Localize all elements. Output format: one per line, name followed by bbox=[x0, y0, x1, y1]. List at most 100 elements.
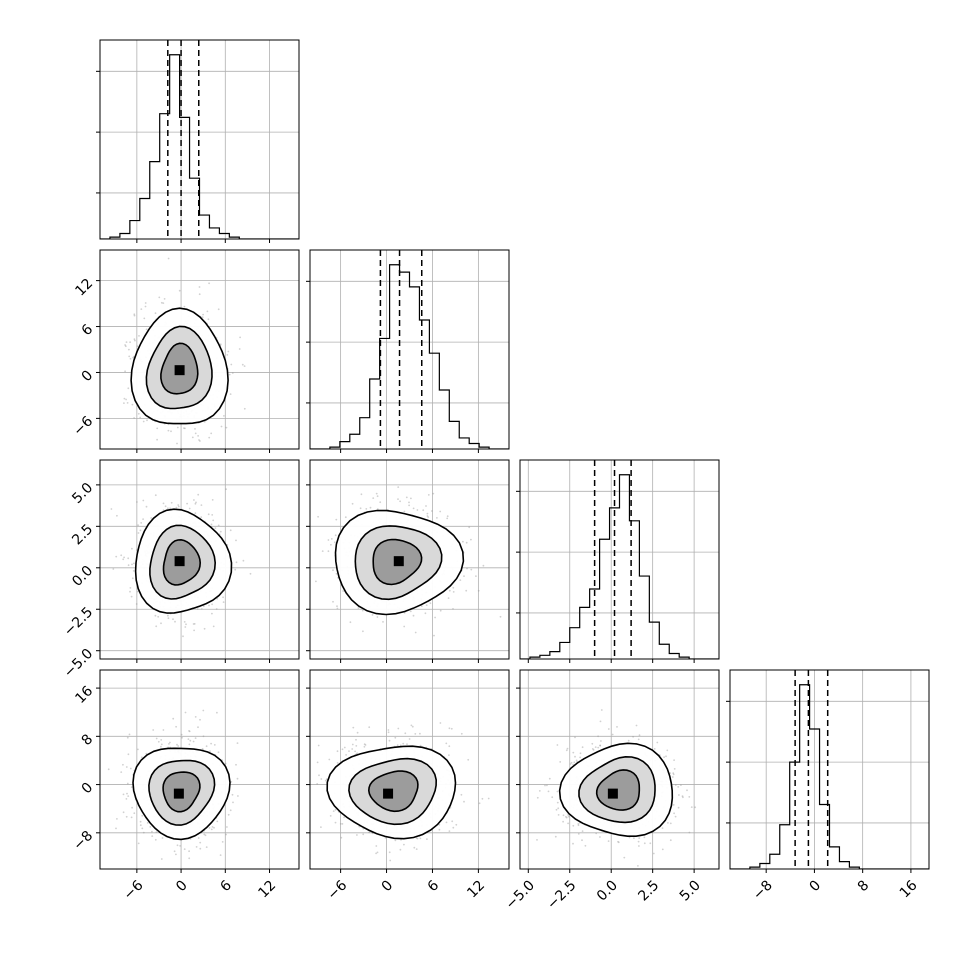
scatter-3-1-point bbox=[451, 728, 453, 730]
scatter-3-0-point bbox=[232, 802, 234, 804]
scatter-1-0-point bbox=[134, 338, 136, 340]
scatter-3-1-point bbox=[375, 845, 377, 847]
scatter-3-0-point bbox=[199, 848, 201, 850]
scatter-1-0-point bbox=[158, 297, 160, 299]
scatter-2-0-point bbox=[132, 577, 134, 579]
scatter-2-1-point bbox=[466, 568, 468, 570]
scatter-3-0-point bbox=[163, 729, 165, 731]
scatter-3-0-point bbox=[226, 826, 228, 828]
scatter-3-0-point bbox=[115, 828, 117, 830]
scatter-3-0-point bbox=[155, 839, 157, 841]
scatter-2-0-point bbox=[131, 596, 133, 598]
scatter-3-1-point bbox=[330, 815, 332, 817]
scatter-2-1-point bbox=[408, 502, 410, 504]
scatter-1-0-point bbox=[123, 402, 125, 404]
scatter-1-0-point bbox=[126, 341, 128, 343]
scatter-1-0-point bbox=[130, 358, 132, 360]
scatter-1-0-point bbox=[127, 402, 129, 404]
scatter-3-0-point bbox=[126, 766, 128, 768]
scatter-2-0-point bbox=[167, 615, 169, 617]
scatter-2-0-point bbox=[140, 530, 142, 532]
scatter-1-0-point bbox=[226, 354, 228, 356]
scatter-1-0-point bbox=[140, 308, 142, 310]
scatter-3-1-point bbox=[342, 823, 344, 825]
scatter-3-2-point bbox=[662, 849, 664, 851]
scatter-3-0-point bbox=[188, 857, 190, 859]
scatter-3-1-point bbox=[445, 743, 447, 745]
scatter-2-1-point bbox=[358, 607, 360, 609]
scatter-3-1-point bbox=[343, 817, 345, 819]
scatter-3-0-point bbox=[213, 827, 215, 829]
scatter-3-0-point bbox=[161, 858, 163, 860]
scatter-2-1-point bbox=[360, 507, 362, 509]
scatter-3-0-point bbox=[149, 826, 151, 828]
scatter-1-0-point bbox=[146, 419, 148, 421]
scatter-2-1-point bbox=[362, 610, 364, 612]
scatter-1-0-point bbox=[177, 427, 179, 429]
scatter-2-1-point bbox=[370, 507, 372, 509]
scatter-3-1-point bbox=[389, 851, 391, 853]
scatter-1-0-point bbox=[127, 387, 129, 389]
scatter-panel-2-0 bbox=[100, 460, 299, 659]
scatter-2-0-point bbox=[222, 596, 224, 598]
scatter-3-1-point bbox=[488, 798, 490, 800]
scatter-3-1-point bbox=[320, 778, 322, 780]
scatter-2-0-point bbox=[230, 529, 232, 531]
scatter-3-1-content bbox=[289, 722, 490, 861]
scatter-2-0-point bbox=[112, 568, 114, 570]
scatter-1-0-point bbox=[229, 374, 231, 376]
scatter-2-1-point bbox=[408, 505, 410, 507]
scatter-1-0-point bbox=[242, 364, 244, 366]
scatter-3-0-point bbox=[202, 748, 204, 750]
scatter-2-0-point bbox=[155, 615, 157, 617]
scatter-3-0-point bbox=[188, 738, 190, 740]
scatter-3-2-point bbox=[644, 842, 646, 844]
scatter-3-0-point bbox=[133, 812, 135, 814]
scatter-3-0-point bbox=[193, 741, 195, 743]
scatter-1-0-point bbox=[208, 318, 210, 320]
scatter-3-1-point bbox=[318, 745, 320, 747]
scatter-3-1-point bbox=[362, 833, 364, 835]
scatter-1-0-point bbox=[139, 417, 141, 419]
scatter-3-0-point bbox=[199, 842, 201, 844]
scatter-3-0-point bbox=[161, 744, 163, 746]
scatter-2-1-point bbox=[372, 614, 374, 616]
scatter-3-0-point bbox=[195, 716, 197, 718]
hist-2-bars bbox=[520, 475, 719, 659]
scatter-3-1-point bbox=[463, 801, 465, 803]
scatter-3-2-point bbox=[673, 804, 675, 806]
scatter-2-0-point bbox=[197, 608, 199, 610]
scatter-3-0-point bbox=[175, 726, 177, 728]
scatter-2-1-point bbox=[377, 616, 379, 618]
scatter-3-1-point bbox=[328, 759, 330, 761]
scatter-3-0-point bbox=[152, 729, 154, 731]
scatter-2-0-point bbox=[211, 524, 213, 526]
scatter-2-1-point bbox=[365, 508, 367, 510]
scatter-3-1-point bbox=[377, 852, 379, 854]
scatter-2-1-point bbox=[432, 493, 434, 495]
scatter-3-0-point bbox=[237, 742, 239, 744]
scatter-3-1-point bbox=[395, 840, 397, 842]
scatter-2-0-point bbox=[178, 506, 180, 508]
scatter-3-0-point bbox=[126, 798, 128, 800]
scatter-3-0-point bbox=[179, 845, 181, 847]
scatter-3-0-point bbox=[206, 745, 208, 747]
scatter-panel-3-1 bbox=[289, 670, 509, 869]
scatter-2-1-point bbox=[406, 497, 408, 499]
scatter-3-1-point bbox=[467, 759, 469, 761]
scatter-2-0-point bbox=[155, 625, 157, 627]
scatter-3-1-point bbox=[404, 732, 406, 734]
scatter-2-1-point bbox=[336, 605, 338, 607]
hist-3-bars bbox=[730, 685, 929, 869]
scatter-3-1-point bbox=[420, 745, 422, 747]
scatter-2-1-point bbox=[352, 503, 354, 505]
scatter-1-0-point bbox=[184, 306, 186, 308]
scatter-2-0-point bbox=[131, 548, 133, 550]
scatter-1-0-point bbox=[125, 399, 127, 401]
scatter-1-0-point bbox=[210, 433, 212, 435]
scatter-2-0-point bbox=[236, 561, 238, 563]
scatter-3-0-point bbox=[214, 744, 216, 746]
scatter-3-0-point bbox=[138, 843, 140, 845]
scatter-3-0-point bbox=[141, 828, 143, 830]
scatter-3-0-point bbox=[196, 846, 198, 848]
